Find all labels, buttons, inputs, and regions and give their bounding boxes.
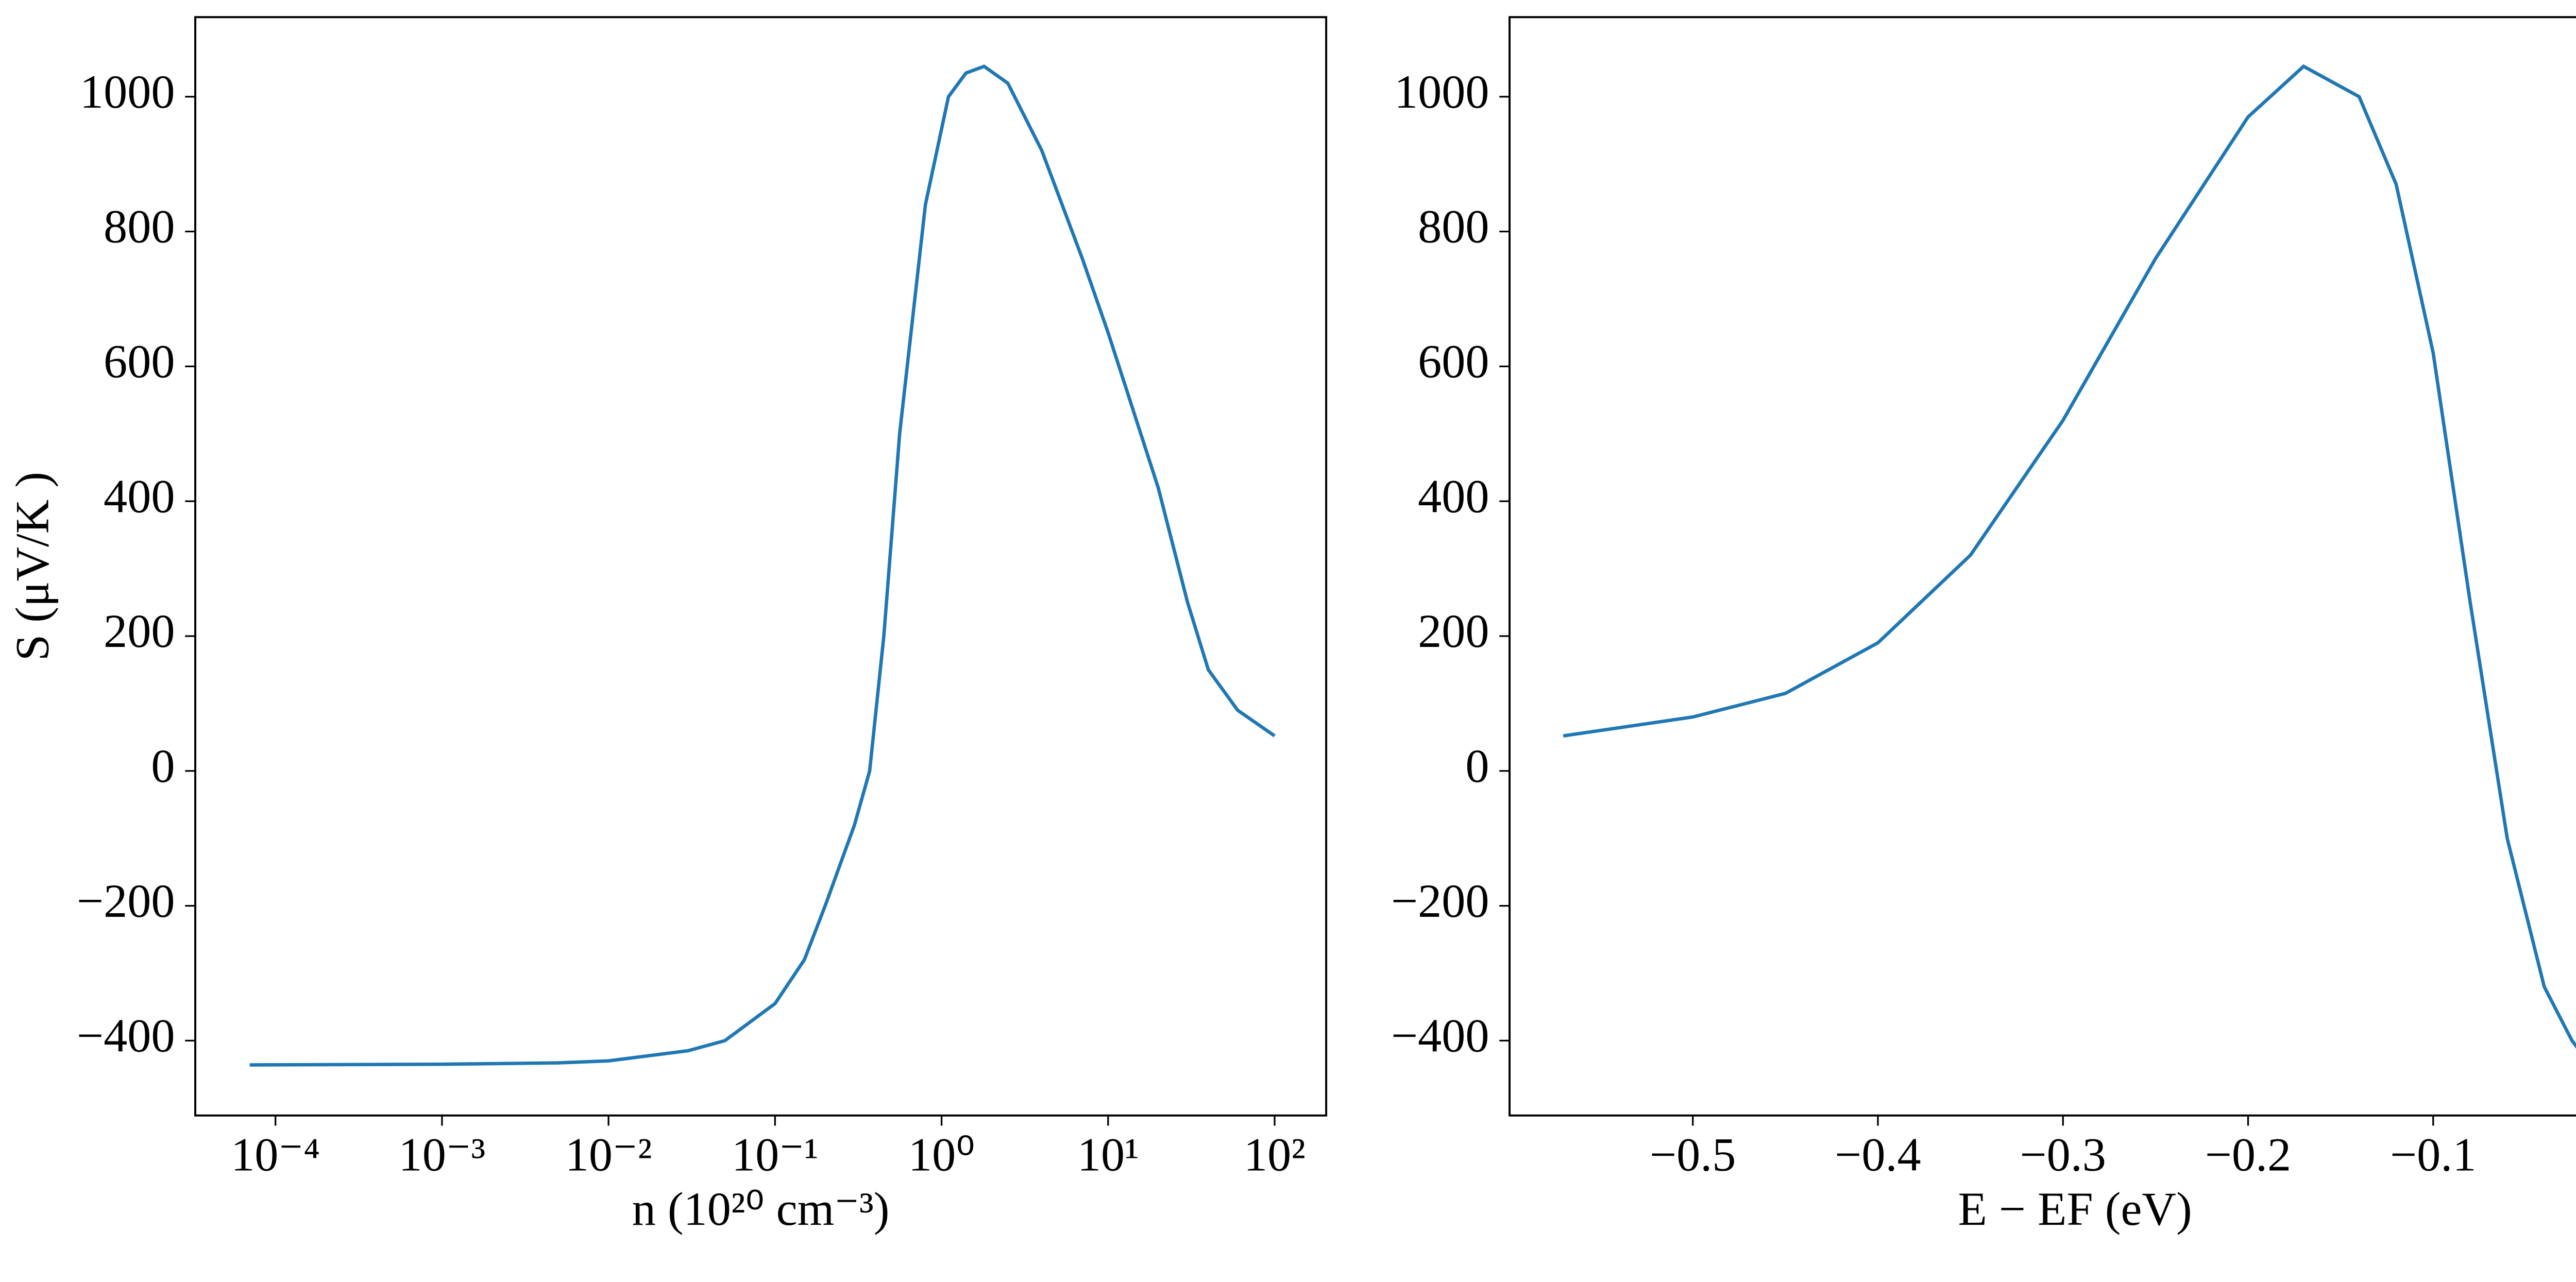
x-tick-label: −0.5: [1650, 1129, 1736, 1181]
y-tick-label: 200: [1418, 605, 1489, 657]
y-tick-label: 400: [1418, 470, 1489, 522]
plot-frame: [194, 16, 1328, 1117]
y-tick-label: −200: [1391, 875, 1489, 927]
x-tick-label: 10⁻⁴: [231, 1129, 320, 1181]
data-line: [249, 64, 1276, 1067]
y-tick-label: 1000: [80, 65, 175, 118]
x-axis-label: n (10²⁰ cm⁻³): [632, 1183, 890, 1235]
y-tick-label: 0: [1465, 740, 1489, 792]
x-axis-label: E − EF (eV): [1958, 1183, 2192, 1235]
plot-frame: [1509, 16, 2576, 1117]
x-tick-label: 10¹: [1077, 1129, 1139, 1181]
y-tick-label: −400: [77, 1010, 175, 1062]
y-tick-label: −400: [1391, 1010, 1489, 1062]
y-tick-label: 800: [104, 200, 175, 253]
y-tick-label: 200: [104, 605, 175, 657]
x-tick-label: −0.3: [2020, 1129, 2106, 1181]
x-tick-label: 10⁻¹: [732, 1129, 819, 1181]
x-tick-label: 10⁰: [908, 1129, 975, 1181]
y-tick-label: 600: [1418, 335, 1489, 388]
x-tick-label: −0.4: [1835, 1129, 1921, 1181]
y-tick-label: 400: [104, 470, 175, 522]
x-tick-label: 10⁻³: [399, 1129, 486, 1181]
x-tick-label: 10⁻²: [565, 1129, 652, 1181]
data-line: [1563, 64, 2576, 1049]
x-tick-label: −0.1: [2390, 1129, 2476, 1181]
y-tick-label: −200: [77, 875, 175, 927]
y-axis-label: S (μV/K ): [6, 472, 59, 661]
y-tick-label: 1000: [1394, 65, 1489, 118]
x-tick-label: −0.2: [2205, 1129, 2291, 1181]
y-tick-label: 0: [151, 740, 175, 792]
y-tick-label: 800: [1418, 200, 1489, 253]
x-tick-label: 10²: [1244, 1129, 1306, 1181]
y-tick-label: 600: [104, 335, 175, 388]
